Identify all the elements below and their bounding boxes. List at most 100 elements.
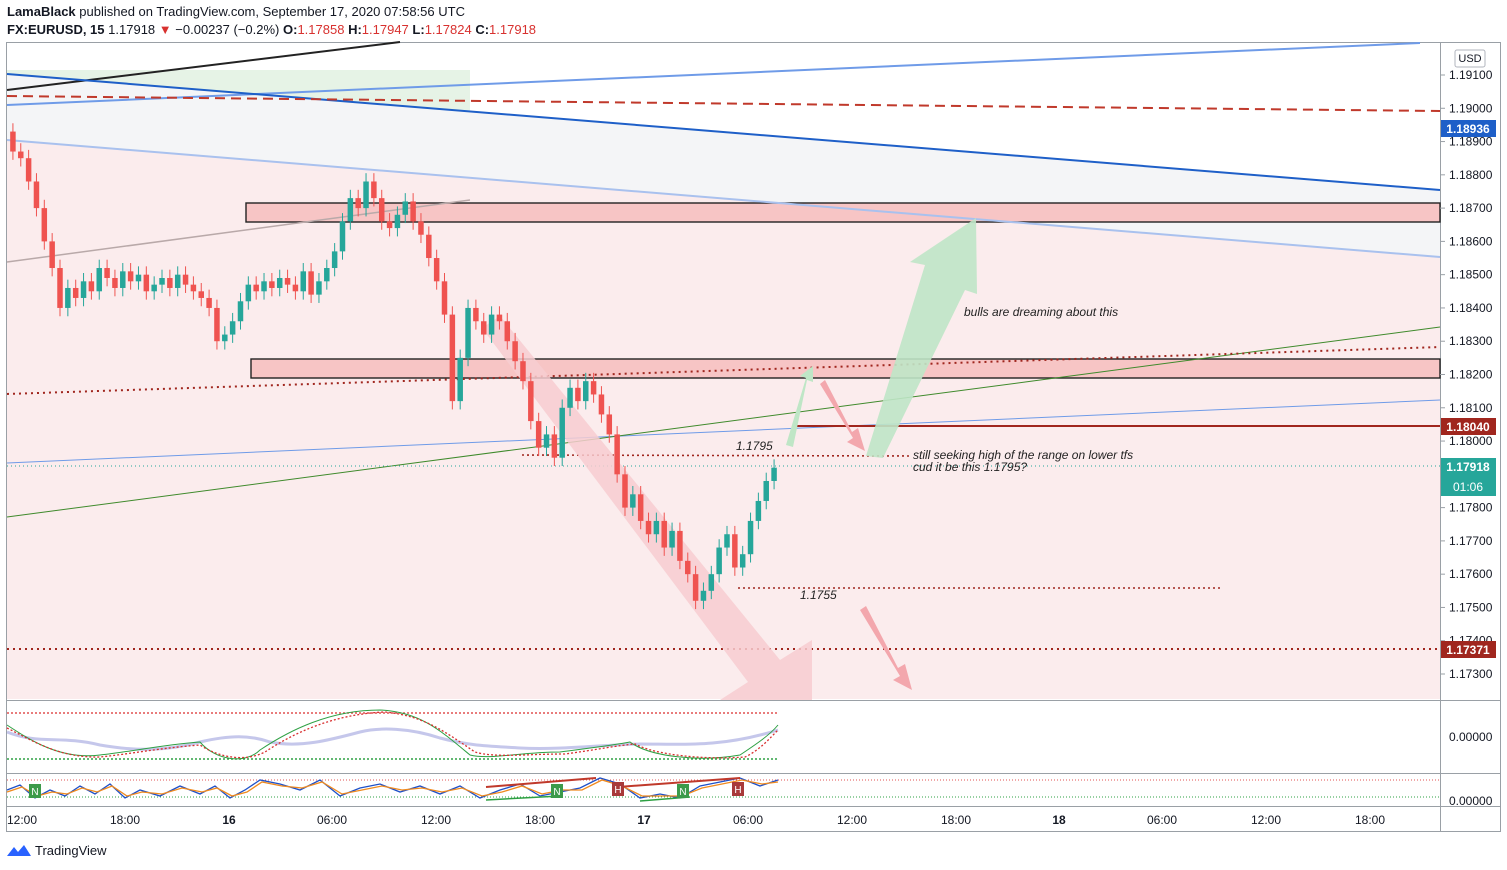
osc-marker-n1: N <box>29 784 41 798</box>
candle-up <box>488 314 495 335</box>
candle-down <box>49 241 55 269</box>
candle-down <box>661 520 667 548</box>
candle-down <box>292 284 299 292</box>
candle-down <box>614 434 620 475</box>
candle-up <box>159 277 165 285</box>
candle-up <box>174 274 181 288</box>
candle-down <box>575 387 581 402</box>
question-annotation[interactable]: cud it be this 1.1795? <box>913 460 1027 474</box>
tradingview-footer[interactable]: TradingView <box>7 843 107 858</box>
osc-marker-h1: H <box>612 782 624 796</box>
candle-up <box>567 387 573 408</box>
candle-down <box>88 281 95 292</box>
currency-button[interactable] <box>1454 49 1486 68</box>
time-tick-label: 18 <box>1052 813 1066 827</box>
candle-down <box>112 277 118 288</box>
candle-down <box>355 198 361 209</box>
osc1-fast-line <box>6 709 779 760</box>
candle-up <box>363 181 369 209</box>
lower-channel-line[interactable] <box>6 139 1441 258</box>
candle-up <box>394 214 401 229</box>
candle-down <box>18 151 24 159</box>
candle-up <box>708 574 715 591</box>
candle-up <box>739 554 746 568</box>
oscillator-pane-1[interactable]: 0.00000 <box>6 709 1493 760</box>
candle-up <box>653 520 660 535</box>
change-arrow-icon: ▼ <box>158 22 172 37</box>
price-tick-label: 1.17500 <box>1449 600 1493 614</box>
candle-up <box>300 271 307 292</box>
price-tick-label: 1.17300 <box>1449 667 1493 681</box>
bear-target-arrow-icon <box>860 606 912 690</box>
osc-marker-h2-text: H <box>734 785 741 796</box>
candle-down <box>598 394 605 415</box>
osc-marker-n1-text: N <box>31 787 38 798</box>
light-blue-line[interactable] <box>6 399 1441 464</box>
published-text: published on TradingView.com, September … <box>79 4 465 19</box>
osc1-zero-label: 0.00000 <box>1449 730 1493 744</box>
time-tick-label: 18:00 <box>941 813 971 827</box>
candle-up <box>339 221 346 252</box>
time-tick-label: 17 <box>637 813 651 827</box>
candle-down <box>441 281 448 315</box>
candle-up <box>402 201 409 215</box>
osc-marker-n2: N <box>551 784 563 798</box>
price-tick-label: 1.18800 <box>1449 168 1493 182</box>
black-trendline[interactable] <box>6 41 401 91</box>
candle-down <box>308 271 314 295</box>
candle-up <box>716 547 722 575</box>
candle-down <box>253 284 259 292</box>
low-label: L: <box>412 22 425 37</box>
high-label: H: <box>348 22 362 37</box>
level-1755-label: 1.1755 <box>800 588 837 602</box>
oscillator-pane-2[interactable]: N N H N H 0.00000 <box>6 777 1493 808</box>
candle-up <box>747 520 754 555</box>
candle-up <box>324 268 330 282</box>
candle-up <box>724 534 730 548</box>
close-label: C: <box>475 22 490 37</box>
time-tick-label: 12:00 <box>421 813 451 827</box>
candle-down <box>504 321 511 342</box>
candle-down <box>182 274 189 285</box>
candle-down <box>528 381 534 422</box>
currency-label: USD <box>1458 53 1481 65</box>
time-tick-label: 18:00 <box>1355 813 1385 827</box>
bulls-annotation[interactable]: bulls are dreaming about this <box>964 305 1118 319</box>
red-dotted-trendline[interactable] <box>6 346 1441 395</box>
candle-up <box>771 467 777 481</box>
candle-down <box>284 277 291 285</box>
candle-up <box>316 281 322 295</box>
price-tick-label: 1.19100 <box>1449 68 1493 82</box>
candle-up <box>347 198 354 222</box>
close-value: 1.17918 <box>489 22 537 37</box>
brand-name: TradingView <box>35 843 107 858</box>
price-tick-label: 1.18700 <box>1449 201 1493 215</box>
time-tick-label: 06:00 <box>1147 813 1177 827</box>
candle-up <box>229 321 236 335</box>
candle-up <box>669 530 675 548</box>
candle-down <box>426 234 432 259</box>
candle-up <box>245 284 252 302</box>
candle-down <box>214 307 220 342</box>
range-annotation[interactable]: still seeking high of the range on lower… <box>913 448 1133 462</box>
price-tick-label: 1.18300 <box>1449 334 1493 348</box>
upper-blue-trendline[interactable] <box>6 42 1421 106</box>
candle-down <box>41 208 48 242</box>
descending-blue-trendline[interactable] <box>6 73 1441 191</box>
symbol-label[interactable]: FX:EURUSD, 15 <box>7 22 105 37</box>
resistance-zone-lower[interactable] <box>250 358 1441 379</box>
time-axis[interactable]: 12:00 18:00 16 06:00 12:00 18:00 17 06:00 12:00 1… <box>7 813 1385 827</box>
price-axis[interactable]: 1.19100 1.19000 1.18900 1.18800 1.18700 1.186… <box>1440 68 1493 681</box>
pink-channel-region <box>7 140 1440 699</box>
candle-up <box>222 334 228 342</box>
price-tick-label: 1.17700 <box>1449 534 1493 548</box>
resistance-zone-upper[interactable] <box>245 202 1441 223</box>
candle-up <box>237 301 244 322</box>
green-trendline[interactable] <box>6 326 1441 518</box>
candle-down <box>551 434 558 458</box>
candle-up <box>755 500 762 521</box>
author-name[interactable]: LamaBlack <box>7 4 76 19</box>
candle-up <box>559 407 565 458</box>
candle-up <box>65 287 71 308</box>
